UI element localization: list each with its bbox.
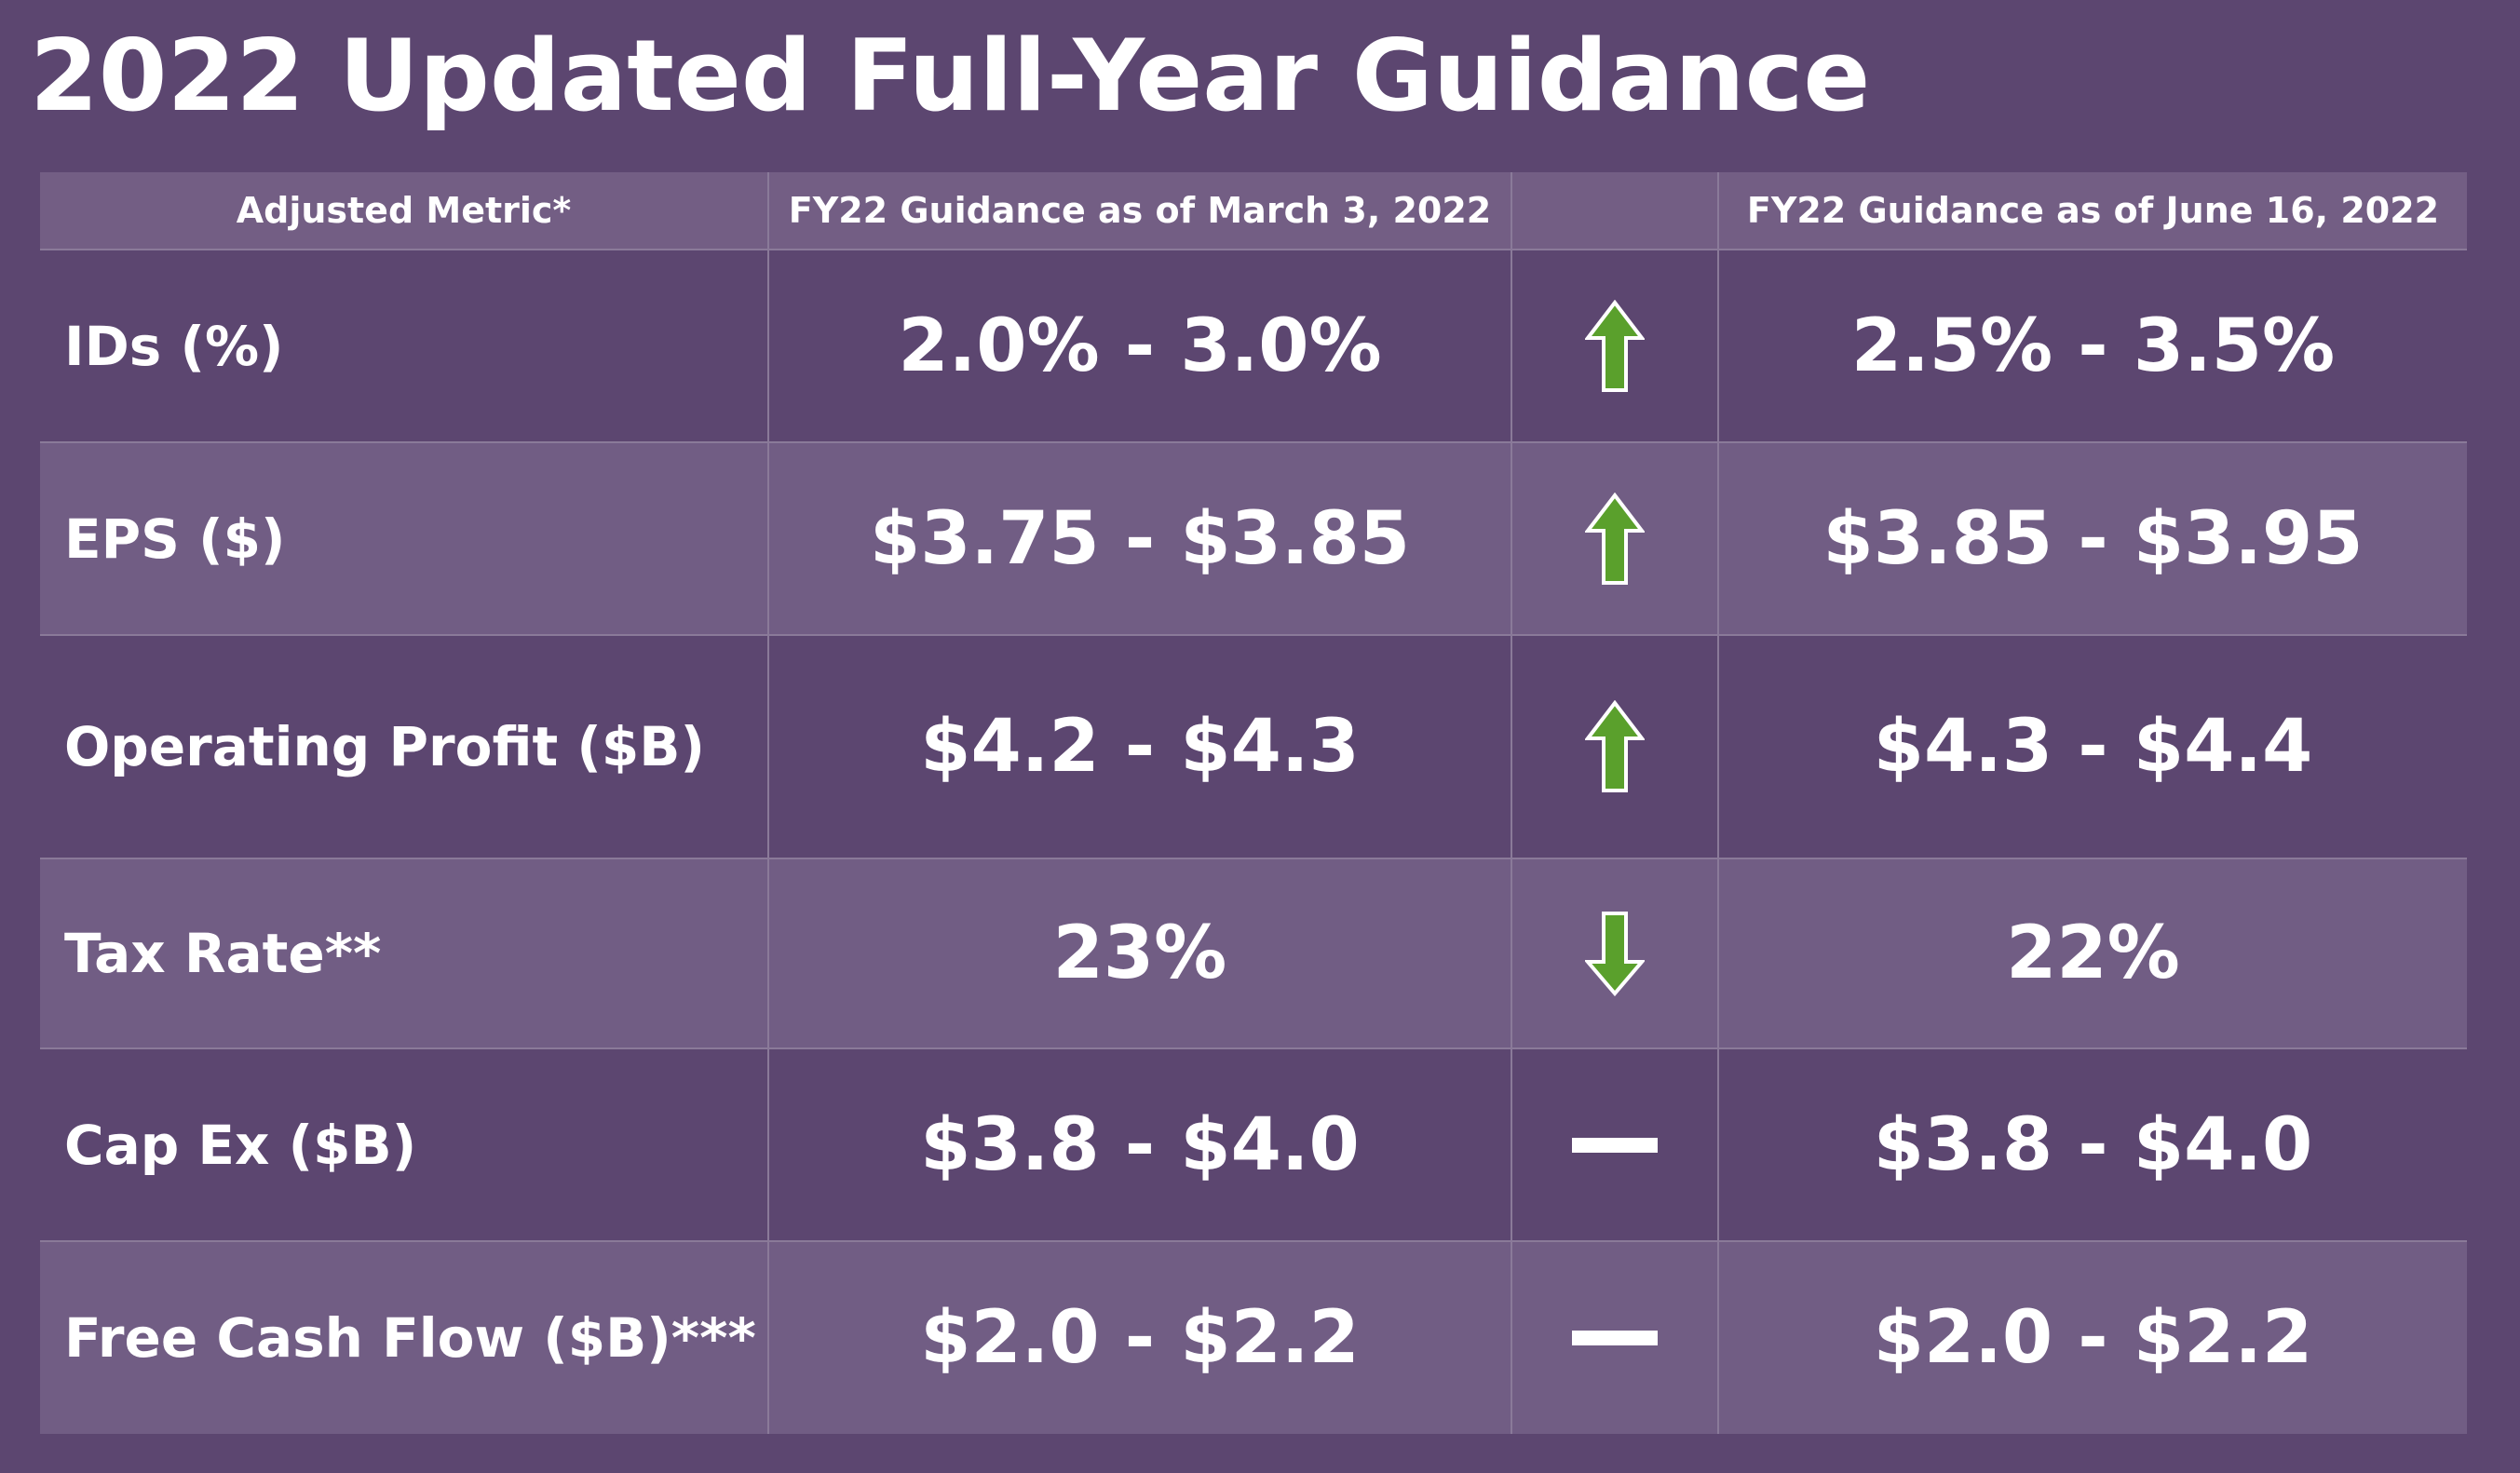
down-arrow-icon xyxy=(1585,912,1645,996)
dash-icon xyxy=(1572,1135,1658,1153)
metric-label: Free Cash Flow ($B)*** xyxy=(40,1240,769,1434)
change-indicator xyxy=(1511,634,1719,859)
metric-label: Cap Ex ($B) xyxy=(40,1047,769,1242)
metric-label: EPS ($) xyxy=(40,441,769,636)
march-value: 2.0% - 3.0% xyxy=(767,249,1512,443)
june-value: $3.8 - $4.0 xyxy=(1717,1047,2467,1242)
change-indicator xyxy=(1511,441,1719,636)
table-row: Tax Rate** 23% 22% xyxy=(40,858,2467,1049)
june-value: 22% xyxy=(1717,858,2467,1049)
header-change xyxy=(1511,172,1719,250)
june-value: $3.85 - $3.95 xyxy=(1717,441,2467,636)
header-march-guidance: FY22 Guidance as of March 3, 2022 xyxy=(767,172,1512,250)
change-indicator xyxy=(1511,249,1719,443)
change-indicator xyxy=(1511,858,1719,1049)
table-row: IDs (%) 2.0% - 3.0% 2.5% - 3.5% xyxy=(40,249,2467,443)
up-arrow-icon xyxy=(1585,700,1645,792)
change-indicator xyxy=(1511,1240,1719,1434)
march-value: $2.0 - $2.2 xyxy=(767,1240,1512,1434)
header-adjusted-metric: Adjusted Metric* xyxy=(40,172,769,250)
march-value: 23% xyxy=(767,858,1512,1049)
metric-label: IDs (%) xyxy=(40,249,769,443)
march-value: $4.2 - $4.3 xyxy=(767,634,1512,859)
june-value: $2.0 - $2.2 xyxy=(1717,1240,2467,1434)
change-indicator xyxy=(1511,1047,1719,1242)
table-row: Cap Ex ($B) $3.8 - $4.0 $3.8 - $4.0 xyxy=(40,1047,2467,1242)
metric-label: Operating Profit ($B) xyxy=(40,634,769,859)
table-row: Free Cash Flow ($B)*** $2.0 - $2.2 $2.0 … xyxy=(40,1240,2467,1434)
page-title: 2022 Updated Full-Year Guidance xyxy=(30,19,1871,133)
june-value: $4.3 - $4.4 xyxy=(1717,634,2467,859)
up-arrow-icon xyxy=(1585,492,1645,585)
header-june-guidance: FY22 Guidance as of June 16, 2022 xyxy=(1717,172,2467,250)
table-row: Operating Profit ($B) $4.2 - $4.3 $4.3 -… xyxy=(40,634,2467,859)
dash-icon xyxy=(1572,1329,1658,1346)
header-row: Adjusted Metric* FY22 Guidance as of Mar… xyxy=(40,172,2467,250)
guidance-table: Adjusted Metric* FY22 Guidance as of Mar… xyxy=(40,172,2467,1434)
june-value: 2.5% - 3.5% xyxy=(1717,249,2467,443)
march-value: $3.8 - $4.0 xyxy=(767,1047,1512,1242)
metric-label: Tax Rate** xyxy=(40,858,769,1049)
table-row: EPS ($) $3.75 - $3.85 $3.85 - $3.95 xyxy=(40,441,2467,636)
up-arrow-icon xyxy=(1585,299,1645,392)
march-value: $3.75 - $3.85 xyxy=(767,441,1512,636)
